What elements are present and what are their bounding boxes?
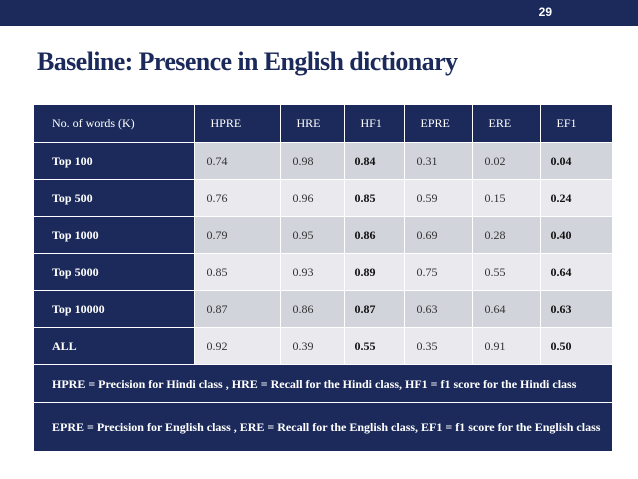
row-label: ALL: [34, 327, 195, 365]
table-cell: 0.92: [194, 327, 281, 365]
table-cell: 0.98: [280, 142, 345, 180]
table-row: Top 500 0.76 0.96 0.85 0.59 0.15 0.24: [34, 179, 613, 217]
table-cell: 0.55: [344, 327, 405, 365]
table-cell: 0.55: [472, 253, 541, 291]
table-row: Top 10000 0.87 0.86 0.87 0.63 0.64 0.63: [34, 290, 613, 328]
header-cell: HF1: [344, 105, 405, 143]
header-cell: HPRE: [194, 105, 281, 143]
table-cell: 0.40: [540, 216, 613, 254]
table-cell: 0.76: [194, 179, 281, 217]
row-label: Top 500: [34, 179, 195, 217]
table-cell: 0.28: [472, 216, 541, 254]
table-cell: 0.15: [472, 179, 541, 217]
table-cell: 0.64: [472, 290, 541, 328]
table-cell: 0.96: [280, 179, 345, 217]
slide-title: Baseline: Presence in English dictionary: [37, 47, 458, 76]
header-cell: ERE: [472, 105, 541, 143]
table-cell: 0.02: [472, 142, 541, 180]
table-row: Top 5000 0.85 0.93 0.89 0.75 0.55 0.64: [34, 253, 613, 291]
table-row: Top 100 0.74 0.98 0.84 0.31 0.02 0.04: [34, 142, 613, 180]
top-bar: 29: [0, 0, 638, 26]
table-cell: 0.91: [472, 327, 541, 365]
table-cell: 0.50: [540, 327, 613, 365]
table-cell: 0.85: [194, 253, 281, 291]
page-number: 29: [538, 5, 552, 19]
table-cell: 0.75: [404, 253, 473, 291]
table-header-row: No. of words (K) HPRE HRE HF1 EPRE ERE E…: [34, 105, 613, 143]
header-cell: EPRE: [404, 105, 473, 143]
row-label: Top 100: [34, 142, 195, 180]
table-cell: 0.89: [344, 253, 405, 291]
table-cell: 0.31: [404, 142, 473, 180]
table-cell: 0.63: [540, 290, 613, 328]
table-cell: 0.63: [404, 290, 473, 328]
table-cell: 0.87: [194, 290, 281, 328]
table-cell: 0.86: [280, 290, 345, 328]
table-cell: 0.59: [404, 179, 473, 217]
legend-row: EPRE = Precision for English class , ERE…: [34, 402, 613, 452]
header-cell: No. of words (K): [34, 105, 195, 143]
legend-note-hindi: HPRE = Precision for Hindi class , HRE =…: [34, 364, 613, 403]
table-cell: 0.35: [404, 327, 473, 365]
table-row: Top 1000 0.79 0.95 0.86 0.69 0.28 0.40: [34, 216, 613, 254]
table-cell: 0.84: [344, 142, 405, 180]
row-label: Top 5000: [34, 253, 195, 291]
header-cell: HRE: [280, 105, 345, 143]
legend-row: HPRE = Precision for Hindi class , HRE =…: [34, 364, 613, 403]
table-cell: 0.86: [344, 216, 405, 254]
table-cell: 0.95: [280, 216, 345, 254]
table-row: ALL 0.92 0.39 0.55 0.35 0.91 0.50: [34, 327, 613, 365]
row-label: Top 10000: [34, 290, 195, 328]
table-cell: 0.79: [194, 216, 281, 254]
row-label: Top 1000: [34, 216, 195, 254]
header-cell: EF1: [540, 105, 613, 143]
results-table: No. of words (K) HPRE HRE HF1 EPRE ERE E…: [34, 105, 613, 452]
legend-note-english: EPRE = Precision for English class , ERE…: [34, 402, 613, 452]
table-cell: 0.69: [404, 216, 473, 254]
table-cell: 0.87: [344, 290, 405, 328]
table-cell: 0.04: [540, 142, 613, 180]
table-cell: 0.64: [540, 253, 613, 291]
table-cell: 0.24: [540, 179, 613, 217]
table-cell: 0.39: [280, 327, 345, 365]
table-cell: 0.74: [194, 142, 281, 180]
table-cell: 0.93: [280, 253, 345, 291]
table-cell: 0.85: [344, 179, 405, 217]
